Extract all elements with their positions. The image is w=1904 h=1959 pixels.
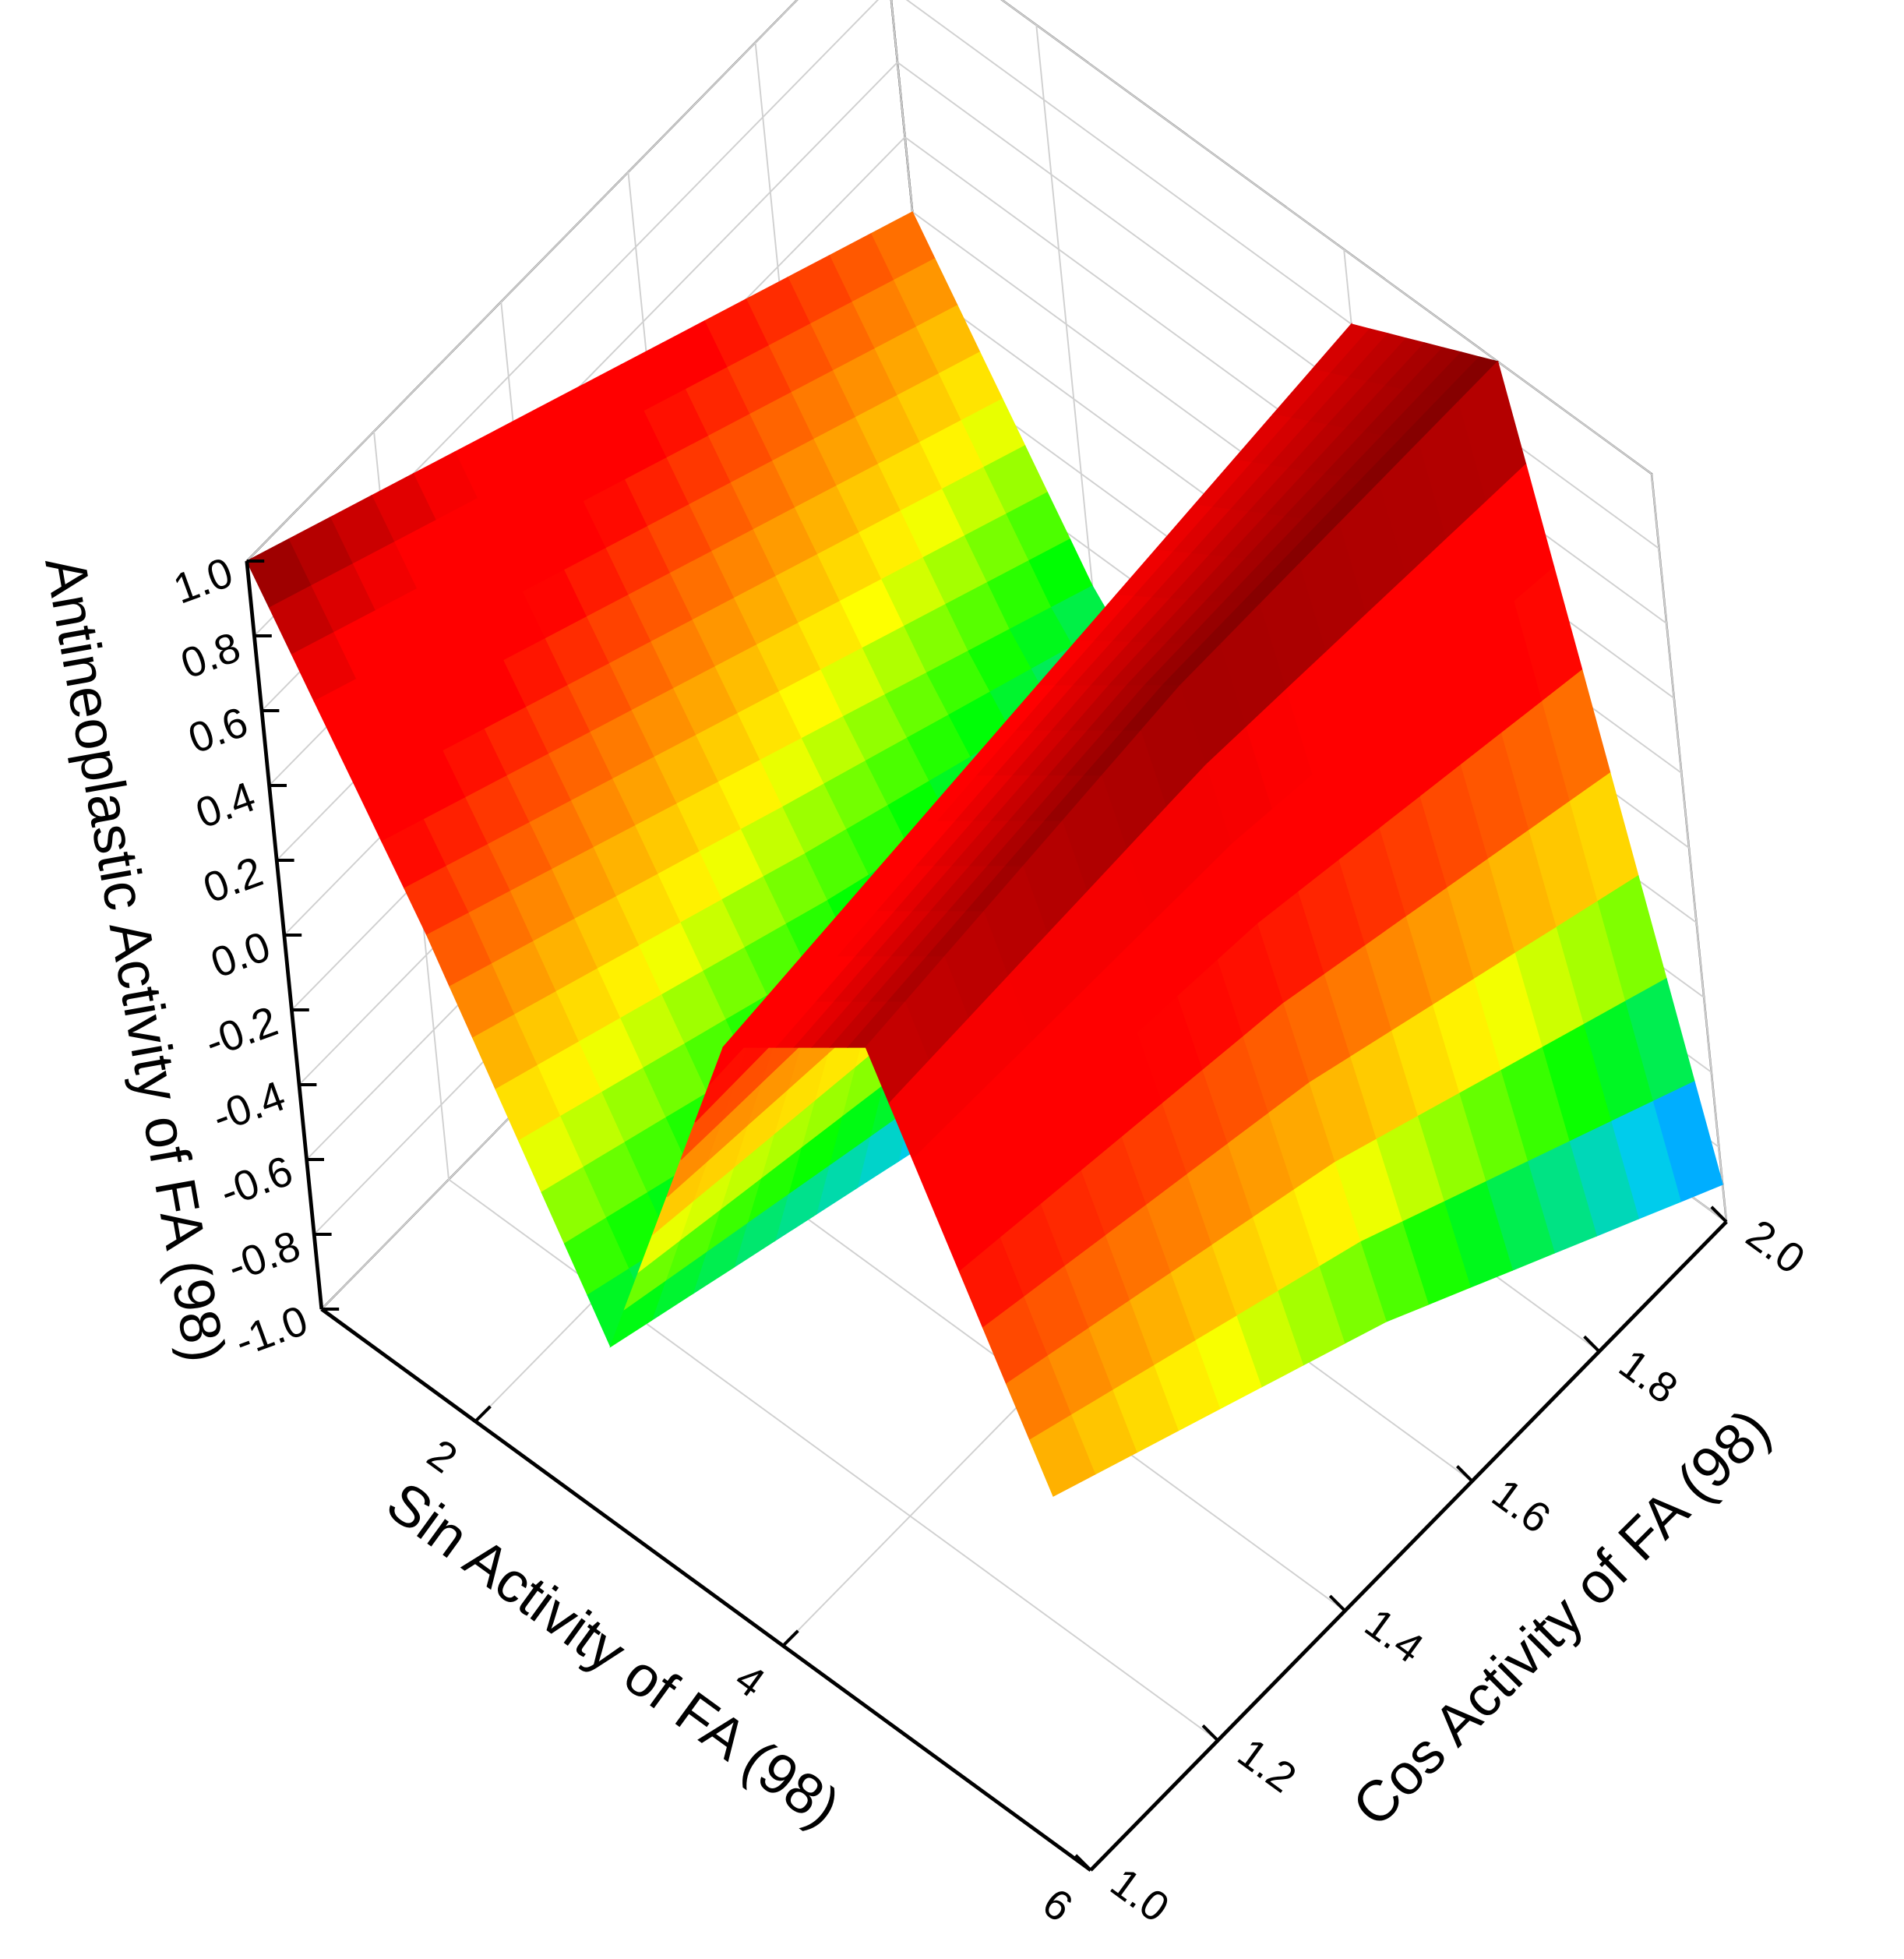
x-tick-label: 2 bbox=[419, 1430, 466, 1482]
y-tick-label: 1.6 bbox=[1483, 1470, 1559, 1543]
tick-mark bbox=[474, 1405, 492, 1423]
y-axis bbox=[1089, 1220, 1728, 1872]
z-tick-label: -0.4 bbox=[206, 1071, 291, 1141]
z-tick-label: 1.0 bbox=[167, 548, 239, 612]
z-tick-label: -0.6 bbox=[213, 1146, 298, 1216]
x-axis bbox=[320, 1308, 1092, 1872]
z-tick-label: 0.4 bbox=[189, 772, 261, 837]
x-tick-label: 6 bbox=[1034, 1879, 1081, 1931]
z-tick-label: -0.2 bbox=[199, 997, 284, 1066]
tick-mark bbox=[1089, 1854, 1107, 1872]
y-tick-label: 1.2 bbox=[1229, 1729, 1305, 1802]
y-tick-label: 2.0 bbox=[1738, 1210, 1814, 1283]
tick-mark bbox=[1074, 1854, 1092, 1872]
x-axis-title: Sin Activity of FA (98) bbox=[376, 1469, 852, 1840]
tick-mark bbox=[1455, 1465, 1474, 1483]
tick-mark bbox=[1328, 1594, 1346, 1612]
z-tick-label: 0.8 bbox=[175, 623, 246, 687]
z-axis bbox=[245, 560, 324, 1310]
tick-mark bbox=[1201, 1724, 1219, 1742]
z-tick-label: 0.2 bbox=[197, 847, 269, 912]
surface bbox=[245, 211, 1723, 1497]
z-tick-label: -1.0 bbox=[229, 1296, 314, 1365]
z-tick-label: 0.6 bbox=[182, 697, 254, 762]
x-tick-label: 4 bbox=[727, 1654, 774, 1707]
z-tick-label: -0.8 bbox=[221, 1221, 306, 1290]
tick-mark bbox=[781, 1629, 799, 1647]
grid-line bbox=[246, 0, 1652, 562]
surface-patch bbox=[1029, 1414, 1096, 1497]
tick-mark bbox=[1583, 1335, 1601, 1353]
tick-mark bbox=[1710, 1205, 1728, 1223]
y-tick-label: 1.0 bbox=[1102, 1858, 1178, 1932]
y-tick-label: 1.4 bbox=[1356, 1599, 1432, 1672]
z-tick-label: 0.0 bbox=[205, 922, 277, 987]
y-tick-label: 1.8 bbox=[1611, 1340, 1687, 1413]
